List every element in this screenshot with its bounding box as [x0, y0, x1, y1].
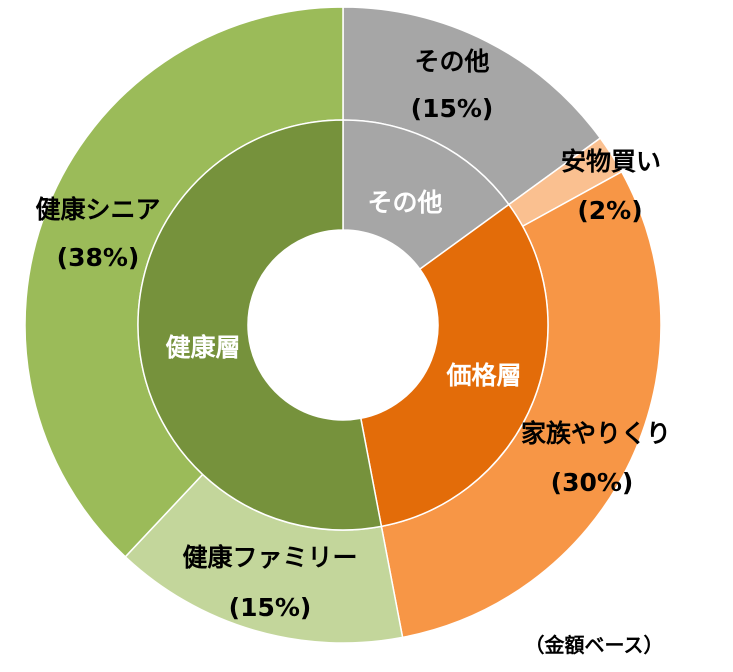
- inner-ring: [137, 119, 549, 531]
- outer-label-healthfamily-name: 健康ファミリー: [182, 543, 357, 572]
- outer-label-senior-pct: (38%): [57, 243, 140, 272]
- outer-label-family-pct: (30%): [551, 468, 634, 497]
- outer-label-cheap-pct: (2%): [577, 196, 642, 225]
- outer-label-senior-name: 健康シニア: [35, 195, 160, 224]
- basis-note: （金額ベース）: [525, 633, 664, 657]
- inner-label-price: 価格層: [445, 361, 521, 390]
- outer-label-other-pct: (15%): [411, 94, 494, 123]
- outer-label-healthfamily-pct: (15%): [229, 593, 312, 622]
- donut-hole: [248, 230, 438, 420]
- inner-label-other: その他: [367, 188, 442, 217]
- outer-label-cheap-name: 安物買い: [561, 147, 661, 176]
- inner-label-health: 健康層: [165, 333, 240, 362]
- outer-label-other-name: その他: [414, 47, 489, 76]
- outer-label-family-name: 家族やりくり: [521, 419, 671, 448]
- outer-ring: [24, 6, 662, 644]
